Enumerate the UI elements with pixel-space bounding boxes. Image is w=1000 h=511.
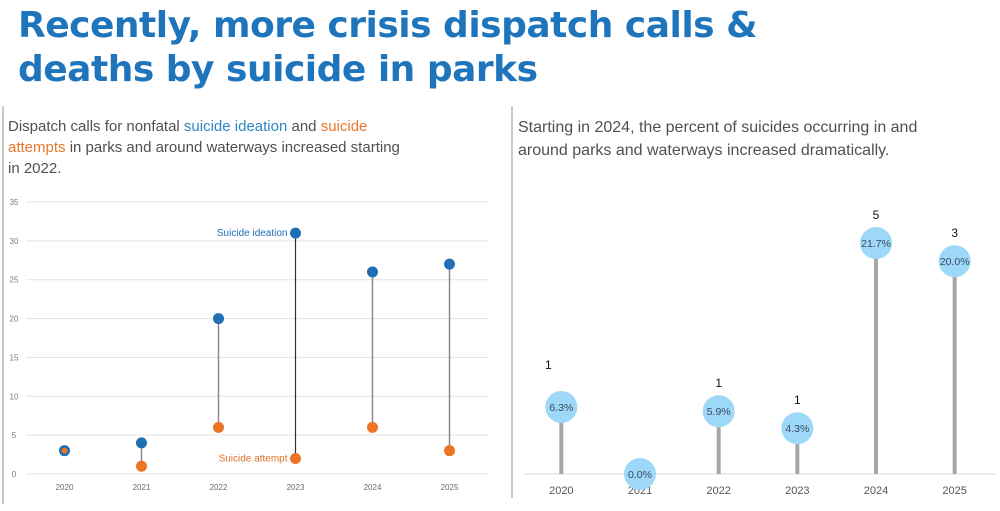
ideation-point bbox=[444, 258, 455, 270]
count-label: 1 bbox=[545, 358, 552, 372]
right-panel-border bbox=[511, 106, 513, 498]
y-tick-label: 0 bbox=[12, 470, 17, 479]
percent-label: 4.3% bbox=[785, 423, 809, 435]
x-tick-label: 2021 bbox=[133, 483, 151, 492]
lollipop-bubble bbox=[624, 458, 656, 490]
x-tick-label: 2024 bbox=[864, 485, 888, 497]
left-chart-caption: Dispatch calls for nonfatal suicide idea… bbox=[8, 116, 408, 179]
attempt-annotation: Suicide attempt bbox=[219, 453, 288, 464]
lollipop-bubble bbox=[781, 412, 814, 445]
left-panel-border bbox=[2, 106, 4, 504]
percent-label: 6.3% bbox=[549, 402, 573, 414]
ideation-annotation: Suicide ideation bbox=[217, 228, 288, 239]
count-label: 5 bbox=[873, 208, 880, 222]
ideation-point bbox=[136, 437, 147, 449]
count-label: 3 bbox=[951, 226, 958, 240]
attempt-point bbox=[444, 445, 455, 457]
count-label: 1 bbox=[715, 376, 722, 390]
lollipop-bubble bbox=[938, 245, 971, 278]
y-tick-label: 5 bbox=[12, 431, 17, 440]
attempt-point bbox=[290, 452, 301, 464]
lollipop-bubble bbox=[545, 390, 578, 423]
attempt-point bbox=[61, 447, 68, 454]
x-tick-label: 2023 bbox=[785, 485, 809, 497]
x-tick-label: 2020 bbox=[549, 485, 573, 497]
title-line-2: deaths by suicide in parks bbox=[18, 49, 538, 90]
x-tick-label: 2022 bbox=[210, 483, 228, 492]
x-tick-label: 2020 bbox=[56, 483, 74, 492]
ideation-point bbox=[213, 313, 224, 325]
y-tick-label: 20 bbox=[10, 315, 19, 324]
caption-text: in parks and around waterways increased … bbox=[8, 139, 400, 177]
lollipop-bubble bbox=[702, 395, 735, 428]
caption-text: and bbox=[287, 118, 321, 135]
x-tick-label: 2025 bbox=[441, 483, 459, 492]
page-title: Recently, more crisis dispatch calls & d… bbox=[18, 4, 758, 92]
lollipop-bubble bbox=[860, 227, 892, 260]
y-tick-label: 35 bbox=[10, 198, 19, 207]
percent-label: 0.0% bbox=[628, 469, 652, 481]
attempt-point bbox=[136, 460, 147, 472]
right-chart-caption: Starting in 2024, the percent of suicide… bbox=[518, 119, 918, 159]
attempt-point bbox=[213, 421, 224, 433]
count-label: 1 bbox=[794, 393, 801, 407]
title-line-1: Recently, more crisis dispatch calls & bbox=[18, 5, 758, 46]
x-tick-label: 2024 bbox=[364, 483, 382, 492]
y-tick-label: 30 bbox=[10, 237, 19, 246]
y-tick-label: 25 bbox=[10, 276, 19, 285]
percent-label: 21.7% bbox=[861, 238, 891, 250]
percent-label: 20.0% bbox=[940, 256, 970, 268]
ideation-point bbox=[290, 227, 301, 239]
caption-attempts-highlight: suicide attempts bbox=[8, 118, 368, 156]
caption-ideation-highlight: suicide ideation bbox=[183, 118, 288, 135]
y-tick-label: 10 bbox=[10, 392, 19, 401]
percent-label: 5.9% bbox=[707, 406, 731, 418]
x-tick-label: 2023 bbox=[287, 483, 305, 492]
y-tick-label: 15 bbox=[10, 353, 19, 362]
ideation-point bbox=[367, 266, 378, 278]
x-tick-label: 2022 bbox=[706, 485, 730, 497]
caption-text: Dispatch calls for nonfatal bbox=[8, 118, 184, 135]
x-tick-label: 2025 bbox=[942, 485, 966, 497]
attempt-point bbox=[367, 421, 378, 433]
